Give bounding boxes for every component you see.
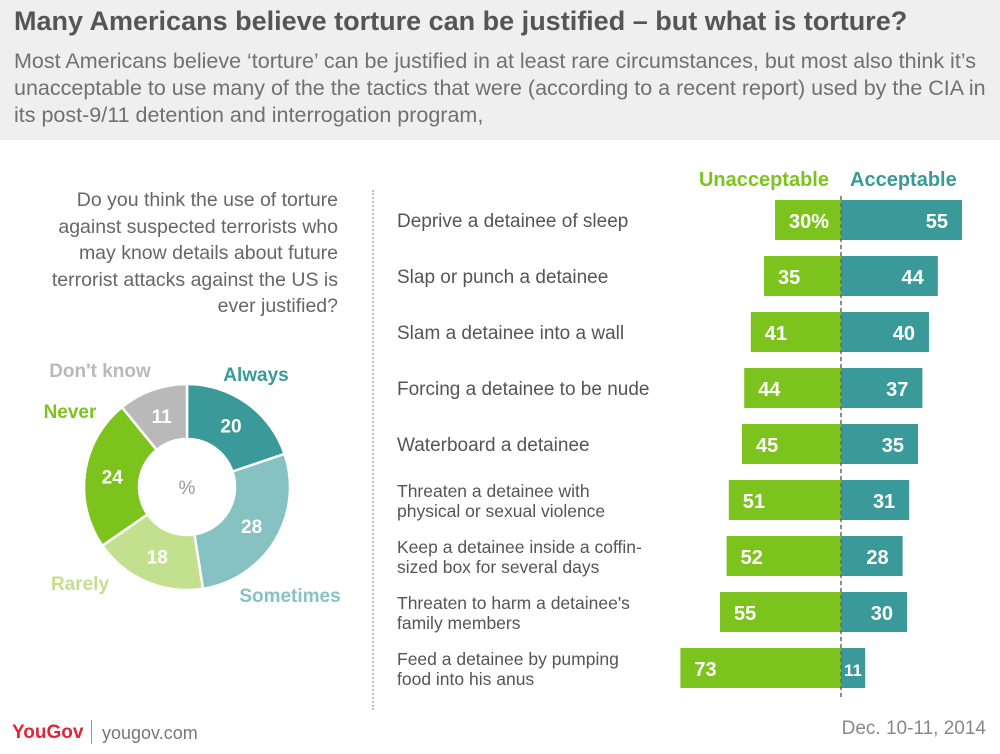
footer-separator — [91, 720, 92, 744]
bar-unacceptable — [680, 648, 841, 688]
bar-category-label: Forcing a detainee to be nude — [397, 379, 649, 400]
yougov-logo[interactable]: YouGov — [12, 722, 84, 743]
bar-category-label: Slam a detainee into a wall — [397, 323, 624, 344]
bar-unacceptable — [728, 480, 841, 520]
bar-acceptable — [841, 200, 962, 240]
bar-value-acceptable: 31 — [873, 491, 895, 513]
bar-unacceptable — [726, 536, 841, 576]
bar-unacceptable — [720, 592, 841, 632]
header-banner: Many Americans believe torture can be ju… — [0, 0, 1000, 140]
bar-acceptable — [841, 480, 910, 520]
bar-value-acceptable: 55 — [926, 211, 948, 233]
donut-label-rarely: Rarely — [51, 574, 110, 595]
bar-value-unacceptable: 51 — [743, 491, 765, 513]
donut-slice-sometimes — [193, 452, 292, 591]
donut-value-rarely: 18 — [147, 547, 168, 568]
donut-value-never: 24 — [102, 467, 124, 488]
bar-value-unacceptable: 35 — [778, 267, 800, 289]
donut-slice-never — [82, 405, 159, 548]
bar-acceptable — [841, 592, 907, 632]
bar-value-acceptable: 35 — [882, 435, 904, 457]
bar-category-label: Feed a detainee by pumping food into his … — [397, 649, 619, 689]
bar-acceptable — [841, 256, 938, 296]
bar-category-label: Keep a detainee inside a coffin-sized bo… — [397, 537, 642, 577]
survey-question: Do you think the use of torture against … — [51, 189, 338, 317]
bar-unacceptable — [744, 368, 841, 408]
chart-title: Many Americans believe torture can be ju… — [14, 6, 908, 36]
bar-acceptable — [841, 368, 923, 408]
bar-category-label: Threaten a detainee with physical or sexu… — [397, 481, 605, 521]
donut-label-never: Never — [44, 402, 97, 423]
bar-unacceptable — [764, 256, 841, 296]
legend-unacceptable: Unacceptable — [699, 169, 829, 191]
footer-site-link[interactable]: yougov.com — [102, 723, 198, 743]
bar-value-acceptable: 11 — [844, 661, 862, 680]
bar-value-acceptable: 28 — [866, 547, 888, 569]
donut-slice-dont-know — [120, 382, 189, 452]
legend-acceptable: Acceptable — [850, 169, 957, 191]
donut-label-always: Always — [223, 365, 288, 386]
bar-value-unacceptable: 73 — [694, 659, 716, 681]
bar-category-label: Deprive a detainee of sleep — [397, 211, 628, 232]
bar-unacceptable — [775, 200, 841, 240]
bar-value-unacceptable: 41 — [765, 323, 787, 345]
bar-acceptable — [841, 312, 929, 352]
chart-subtitle: Most Americans believe ‘torture’ can be … — [14, 49, 986, 127]
donut-value-dont-know: 11 — [152, 407, 173, 428]
donut-center-label: % — [179, 478, 196, 499]
survey-date: Dec. 10-11, 2014 — [841, 718, 986, 739]
bar-unacceptable — [742, 424, 841, 464]
bar-acceptable — [841, 424, 918, 464]
bar-acceptable — [841, 536, 903, 576]
donut-value-always: 20 — [220, 417, 241, 438]
bar-category-label: Threaten to harm a detainee's family memb… — [397, 593, 630, 633]
bar-value-acceptable: 37 — [886, 379, 908, 401]
bar-value-unacceptable: 52 — [741, 547, 763, 569]
divider-line — [372, 190, 374, 710]
bar-value-unacceptable: 55 — [734, 603, 756, 625]
bar-value-acceptable: 40 — [893, 323, 915, 345]
donut-chart: 20 Always 28 Sometimes 18 Rarely 24 Never 11 Don'… — [44, 361, 341, 607]
donut-label-dont-know: Don't know — [49, 361, 151, 382]
diverging-bar-chart: Unacceptable Acceptable Deprive a detainee… — [397, 169, 962, 700]
donut-slice-always — [185, 382, 287, 474]
donut-label-sometimes: Sometimes — [239, 586, 340, 607]
bar-value-unacceptable: 44 — [758, 379, 781, 401]
bar-value-unacceptable: 30% — [789, 211, 829, 233]
bar-category-label: Waterboard a detainee — [397, 435, 590, 456]
bar-acceptable — [841, 648, 866, 688]
bar-value-acceptable: 30 — [871, 603, 893, 625]
donut-value-sometimes: 28 — [241, 517, 262, 538]
bar-value-unacceptable: 45 — [756, 435, 778, 457]
bar-category-label: Slap or punch a detainee — [397, 267, 608, 288]
bar-value-acceptable: 44 — [902, 267, 925, 289]
bar-unacceptable — [750, 312, 841, 352]
